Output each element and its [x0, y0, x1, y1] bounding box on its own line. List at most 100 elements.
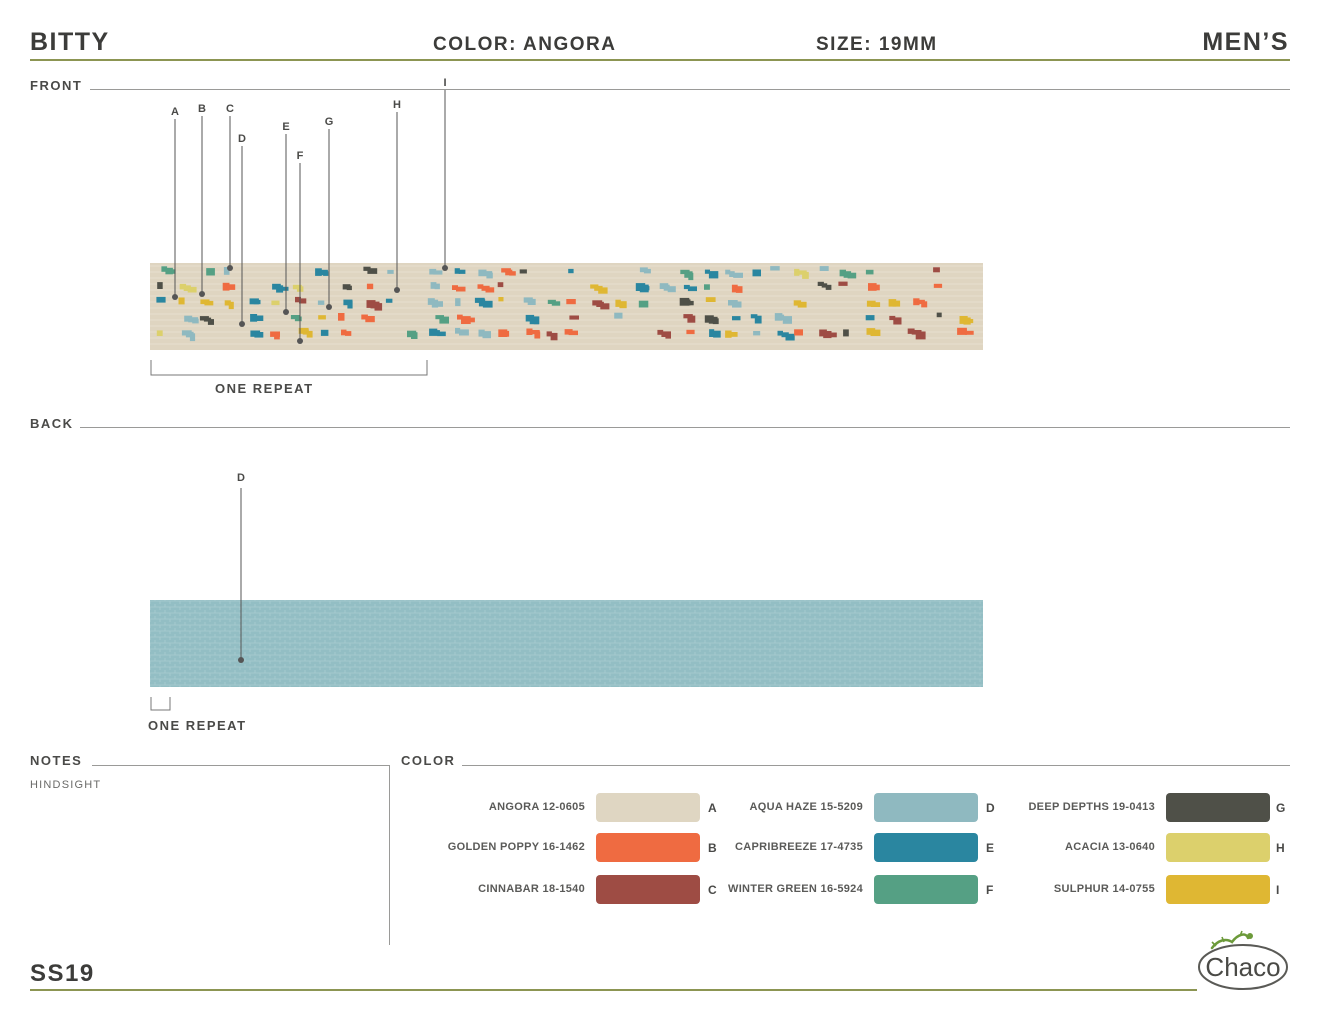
pattern-block [505, 269, 513, 276]
pattern-block [731, 284, 738, 293]
pattern-block [663, 284, 670, 291]
pattern-block [361, 314, 368, 320]
pattern-block [254, 332, 264, 338]
pattern-block [665, 332, 671, 339]
back-callout-d: D [237, 472, 245, 484]
pattern-block [893, 317, 902, 325]
pattern-block [502, 330, 510, 337]
pattern-block [729, 271, 735, 277]
pattern-block [320, 329, 329, 336]
pattern-block [485, 287, 495, 293]
pattern-block [302, 329, 309, 335]
front-repeat-label: ONE REPEAT [215, 381, 314, 396]
pattern-block [907, 328, 915, 334]
pattern-block [224, 300, 231, 306]
swatch-name: ACACIA 13-0640 [1065, 841, 1155, 853]
pattern-block [204, 300, 214, 306]
pattern-block [315, 268, 322, 276]
pattern-block [345, 331, 352, 336]
pattern-block [614, 312, 623, 319]
pattern-block [550, 332, 558, 341]
front-callout-f: F [297, 150, 304, 162]
swatch-letter: D [986, 801, 995, 815]
pattern-block [207, 319, 214, 325]
pattern-block [643, 286, 650, 291]
pattern-block [385, 298, 393, 303]
pattern-block [455, 327, 461, 334]
pattern-block [933, 267, 940, 273]
pattern-block [276, 285, 284, 293]
pattern-block [687, 300, 694, 306]
front-callout-e: E [282, 121, 289, 133]
pattern-block [280, 286, 289, 291]
pattern-block [486, 272, 493, 279]
swatch-color [874, 875, 978, 904]
pattern-block [782, 316, 792, 324]
pattern-block [317, 300, 325, 305]
pattern-block [367, 268, 378, 274]
front-callout-dot-b [199, 291, 205, 297]
pattern-block [431, 299, 439, 308]
pattern-block [889, 315, 896, 321]
pattern-block [821, 283, 828, 288]
swatch-color [596, 793, 700, 822]
pattern-block [434, 283, 440, 290]
pattern-block [619, 301, 627, 309]
pattern-block [323, 271, 329, 276]
pattern-block [430, 282, 437, 289]
pattern-block [178, 297, 185, 305]
pattern-block [427, 298, 435, 305]
pattern-block [827, 332, 837, 338]
pattern-block [454, 268, 460, 274]
swatch-letter: B [708, 841, 717, 855]
pattern-block [657, 329, 664, 335]
pattern-block [753, 331, 761, 336]
swatch-name: CINNABAR 18-1540 [478, 883, 585, 895]
pattern-block [888, 299, 897, 307]
swatch-name: GOLDEN POPPY 16-1462 [447, 841, 585, 853]
pattern-block [482, 331, 491, 339]
color-section-label: COLOR [401, 753, 456, 768]
front-callout-dot-f [297, 338, 303, 344]
back-strap [150, 600, 983, 687]
pattern-block [527, 298, 536, 305]
pattern-block [342, 284, 351, 290]
pattern-block [271, 300, 280, 306]
pattern-block [600, 303, 610, 310]
pattern-block [732, 301, 742, 308]
front-strap [150, 263, 983, 350]
swatch-color [596, 833, 700, 862]
pattern-block [797, 301, 807, 308]
swatch-letter: H [1276, 841, 1285, 855]
pattern-block [704, 269, 710, 274]
pattern-block [299, 298, 307, 304]
front-callout-b: B [198, 103, 206, 115]
pattern-block [838, 281, 848, 286]
pattern-block [847, 272, 857, 279]
swatch-name: DEEP DEPTHS 19-0413 [1028, 801, 1155, 813]
swatch-name: ANGORA 12-0605 [488, 801, 585, 813]
pattern-block [819, 329, 827, 337]
pattern-block [569, 315, 579, 320]
front-callouts: A B C D E F G H I [171, 77, 448, 344]
pattern-block [161, 266, 168, 272]
pattern-block [452, 285, 458, 290]
front-callout-h: H [393, 99, 401, 111]
pattern-block [478, 299, 486, 307]
pattern-block [872, 284, 880, 291]
pattern-block [347, 301, 353, 309]
pattern-block [306, 330, 313, 338]
pattern-block [752, 269, 761, 277]
pattern-block [250, 314, 258, 322]
pattern-block [817, 281, 824, 286]
pattern-block [639, 267, 648, 273]
pattern-block [274, 333, 280, 340]
swatch-name: AQUA HAZE 15-5209 [749, 801, 863, 813]
pattern-block [638, 300, 649, 308]
pattern-block [551, 301, 561, 306]
pattern-block [963, 317, 971, 325]
pattern-block [295, 296, 301, 303]
pattern-block [643, 268, 651, 274]
notes-section-label: NOTES [30, 753, 83, 768]
pattern-block [341, 329, 347, 336]
